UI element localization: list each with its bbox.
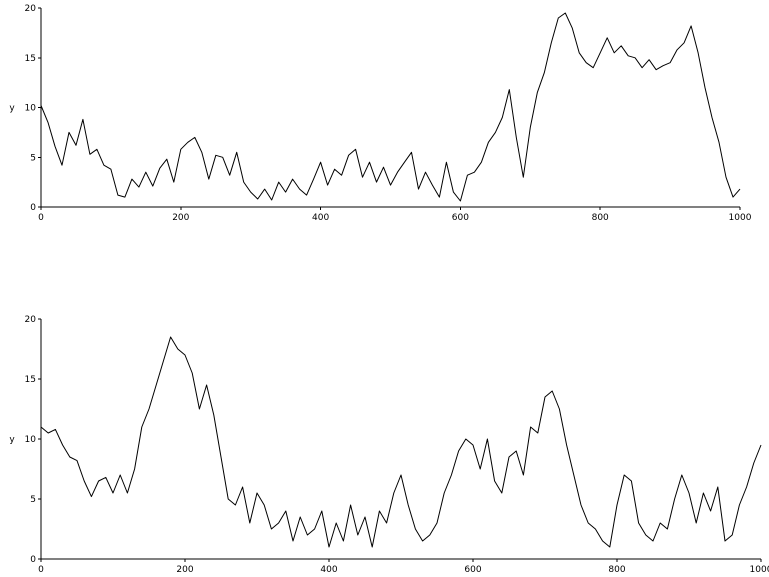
x-tick-label: 1000 xyxy=(729,213,752,223)
x-tick-label: 800 xyxy=(608,565,625,575)
x-tick-label: 600 xyxy=(452,213,469,223)
x-tick-label: 200 xyxy=(176,565,193,575)
x-tick-label: 400 xyxy=(320,565,337,575)
series-line xyxy=(40,336,762,548)
y-tick-label: 0 xyxy=(30,555,36,565)
x-tick-label: 0 xyxy=(38,213,44,223)
y-tick-label: 15 xyxy=(25,375,36,385)
series-line xyxy=(40,12,741,202)
y-tick-label: 5 xyxy=(30,153,36,163)
y-axis-label: y xyxy=(9,435,15,445)
y-tick-label: 10 xyxy=(25,104,37,114)
x-tick-label: 800 xyxy=(592,213,609,223)
y-tick-label: 20 xyxy=(25,4,37,14)
y-tick-label: 15 xyxy=(25,54,36,64)
x-tick-label: 0 xyxy=(38,565,44,575)
y-tick-label: 10 xyxy=(25,435,37,445)
x-tick-label: 400 xyxy=(312,213,329,223)
y-axis-label: y xyxy=(9,104,15,114)
y-tick-label: 20 xyxy=(25,315,37,325)
y-tick-label: 5 xyxy=(30,495,36,505)
x-tick-label: 600 xyxy=(464,565,481,575)
x-tick-label: 1000 xyxy=(750,565,769,575)
x-tick-label: 200 xyxy=(172,213,189,223)
y-tick-label: 0 xyxy=(30,203,36,213)
